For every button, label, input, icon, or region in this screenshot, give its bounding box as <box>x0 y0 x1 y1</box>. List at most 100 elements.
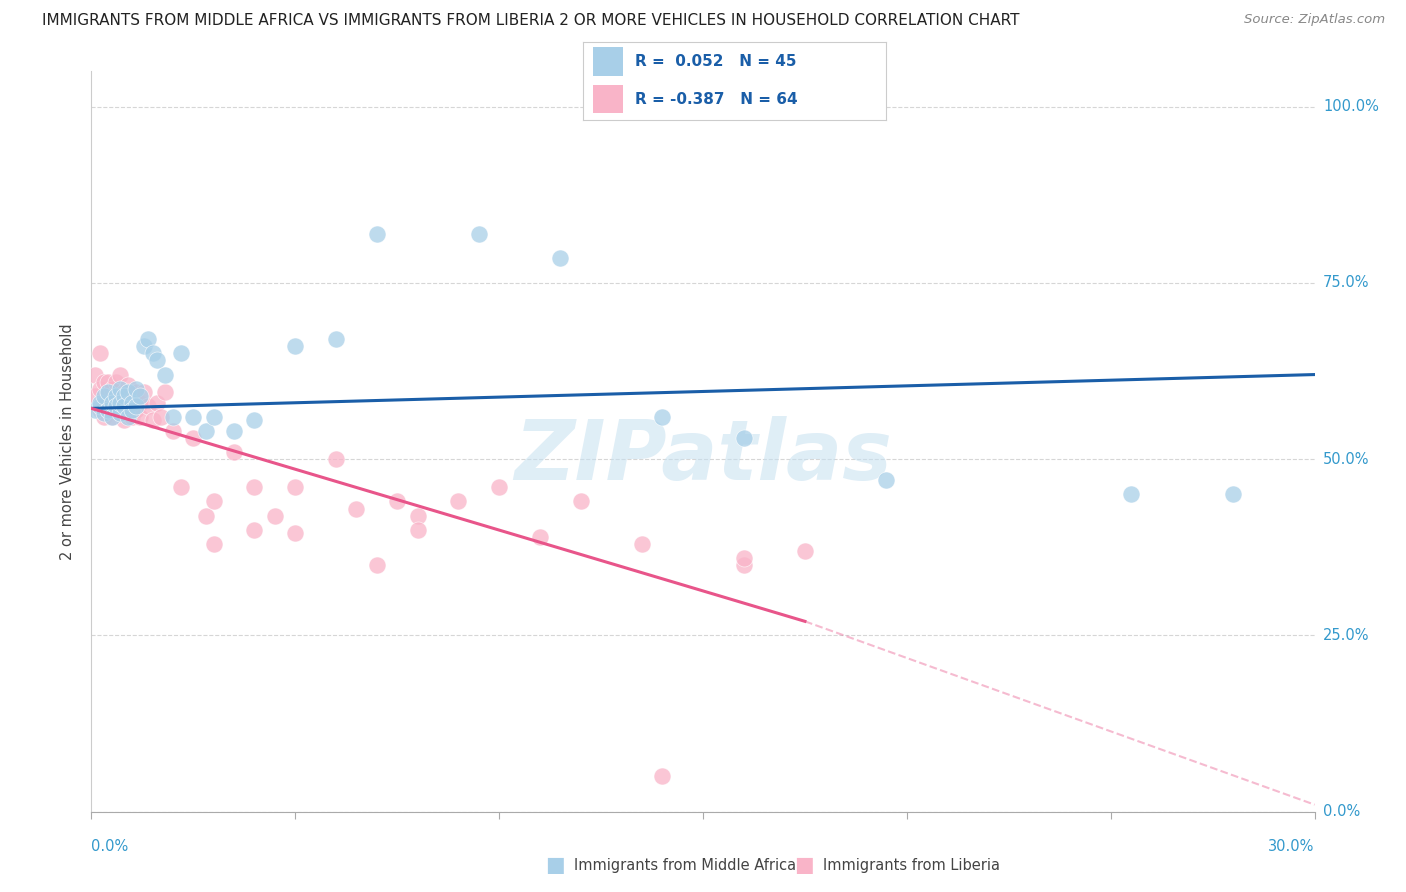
Point <box>366 558 388 572</box>
Point <box>101 409 124 424</box>
Point <box>125 402 148 417</box>
Text: 100.0%: 100.0% <box>1323 99 1379 114</box>
Point <box>385 494 409 508</box>
Point <box>222 424 246 438</box>
Point <box>108 396 131 410</box>
Point <box>117 385 139 400</box>
Point <box>125 382 148 396</box>
Point <box>284 339 307 353</box>
Text: Source: ZipAtlas.com: Source: ZipAtlas.com <box>1244 13 1385 27</box>
Point <box>89 346 111 360</box>
Point <box>733 558 755 572</box>
Point <box>89 382 111 396</box>
Point <box>194 424 217 438</box>
Point <box>631 537 654 551</box>
Point <box>125 399 148 413</box>
Point <box>93 389 115 403</box>
Point <box>121 396 143 410</box>
Point <box>243 480 266 494</box>
Point <box>149 409 172 424</box>
Point <box>202 409 225 424</box>
Point <box>101 396 124 410</box>
Point <box>101 396 124 410</box>
Point <box>222 445 246 459</box>
Point <box>104 399 127 413</box>
Text: ZIPatlas: ZIPatlas <box>515 416 891 497</box>
Text: 0.0%: 0.0% <box>91 839 128 855</box>
Point <box>97 385 120 400</box>
Point <box>202 494 225 508</box>
Point <box>104 389 127 403</box>
Point <box>284 526 307 541</box>
Point <box>129 389 152 403</box>
Point <box>406 508 429 523</box>
Point <box>93 396 115 410</box>
Point <box>121 396 143 410</box>
Point <box>112 413 135 427</box>
Point <box>243 413 266 427</box>
Point <box>153 385 176 400</box>
Point <box>194 508 217 523</box>
Point <box>104 385 127 400</box>
Point <box>93 406 115 420</box>
Point <box>129 409 152 424</box>
Text: IMMIGRANTS FROM MIDDLE AFRICA VS IMMIGRANTS FROM LIBERIA 2 OR MORE VEHICLES IN H: IMMIGRANTS FROM MIDDLE AFRICA VS IMMIGRA… <box>42 13 1019 29</box>
Point <box>112 399 135 413</box>
Point <box>121 409 143 424</box>
Point <box>134 385 156 400</box>
Point <box>569 494 592 508</box>
Point <box>733 431 755 445</box>
Point <box>117 402 139 417</box>
Text: R =  0.052   N = 45: R = 0.052 N = 45 <box>636 54 796 69</box>
Point <box>129 396 152 410</box>
Point <box>264 508 287 523</box>
Point <box>108 368 131 382</box>
Point <box>101 409 124 424</box>
Point <box>202 537 225 551</box>
Point <box>529 530 551 544</box>
Point <box>125 385 148 400</box>
Point <box>141 346 163 360</box>
Point <box>733 550 755 565</box>
Point <box>162 409 184 424</box>
Point <box>138 332 160 346</box>
Point <box>108 389 131 403</box>
Point <box>93 409 115 424</box>
Point <box>104 399 127 413</box>
Point <box>84 389 107 403</box>
Text: 0.0%: 0.0% <box>1323 805 1360 819</box>
Point <box>467 227 491 241</box>
Point <box>101 382 124 396</box>
Point <box>162 424 184 438</box>
Point <box>112 385 135 400</box>
Point <box>141 413 163 427</box>
Point <box>325 332 347 346</box>
Text: 30.0%: 30.0% <box>1268 839 1315 855</box>
Point <box>406 523 429 537</box>
Point <box>1121 487 1143 501</box>
Point <box>134 339 156 353</box>
Point <box>84 402 107 417</box>
Point <box>108 406 131 420</box>
Point <box>89 399 111 413</box>
Point <box>170 346 193 360</box>
Text: 25.0%: 25.0% <box>1323 628 1369 643</box>
Point <box>651 409 673 424</box>
Point <box>97 402 120 417</box>
Point <box>366 227 388 241</box>
Point <box>97 402 120 417</box>
Text: ■: ■ <box>794 855 814 875</box>
Point <box>325 452 347 467</box>
Point <box>243 523 266 537</box>
Point <box>117 378 139 392</box>
Bar <box>592 47 623 76</box>
Text: ■: ■ <box>546 855 565 875</box>
Text: Immigrants from Liberia: Immigrants from Liberia <box>823 858 1000 872</box>
Point <box>183 409 205 424</box>
Point <box>89 402 111 417</box>
Point <box>488 480 510 494</box>
Point <box>138 399 160 413</box>
Point <box>112 389 135 403</box>
Point <box>550 251 572 265</box>
Point <box>153 368 176 382</box>
